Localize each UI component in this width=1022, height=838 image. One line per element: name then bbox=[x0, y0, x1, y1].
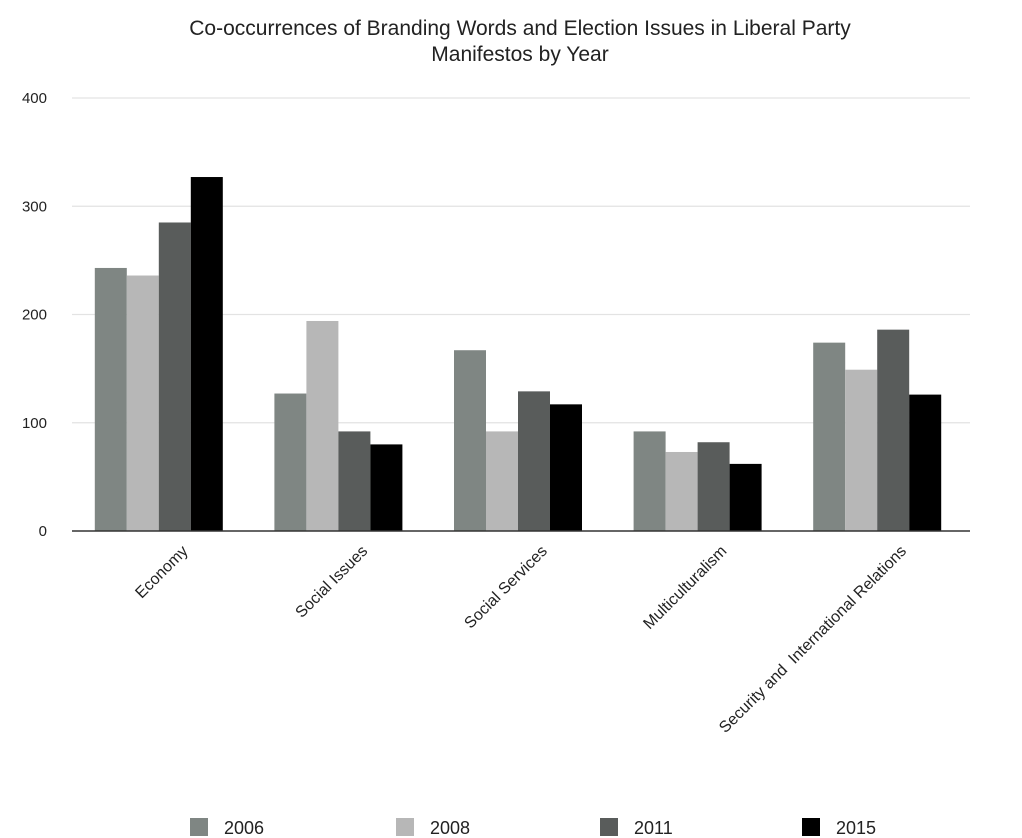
bar-2008-2 bbox=[486, 431, 518, 531]
bar-2006-2 bbox=[454, 350, 486, 531]
bar-2006-1 bbox=[274, 393, 307, 531]
bar-2011-3 bbox=[697, 442, 730, 531]
legend-swatch-2008 bbox=[396, 818, 414, 836]
chart-title-line-2: Manifestos by Year bbox=[431, 43, 609, 66]
y-tick-label: 200 bbox=[22, 307, 47, 324]
bar-2015-3 bbox=[729, 463, 762, 531]
bar-2015-2 bbox=[550, 404, 582, 531]
bar-2011-1 bbox=[338, 431, 371, 531]
x-category-label: Social Services bbox=[461, 543, 550, 632]
bar-2006-4 bbox=[813, 342, 846, 531]
y-tick-label: 300 bbox=[22, 198, 47, 215]
legend-swatch-2011 bbox=[600, 818, 618, 836]
legend-label-2008: 2008 bbox=[430, 818, 470, 838]
bar-2006-3 bbox=[633, 431, 666, 531]
bar-2011-2 bbox=[518, 391, 550, 531]
x-category-label: Security and International Relations bbox=[716, 543, 910, 737]
x-category-label: Multiculturalism bbox=[640, 543, 730, 633]
bar-2008-0 bbox=[126, 275, 159, 531]
bar-2008-4 bbox=[845, 369, 878, 531]
bars bbox=[94, 177, 942, 532]
bar-2015-1 bbox=[370, 444, 403, 531]
bar-2015-4 bbox=[909, 394, 942, 531]
legend-swatch-2006 bbox=[190, 818, 208, 836]
chart-title-line-1: Co-occurrences of Branding Words and Ele… bbox=[189, 17, 851, 40]
legend-label-2015: 2015 bbox=[836, 818, 876, 838]
legend-label-2011: 2011 bbox=[634, 818, 673, 838]
bar-2011-4 bbox=[877, 329, 910, 531]
legend-swatch-2015 bbox=[802, 818, 820, 836]
bar-2006-0 bbox=[94, 267, 127, 531]
legend: 2006 2008 2011 2015 bbox=[190, 818, 876, 838]
legend-label-2006: 2006 bbox=[224, 818, 264, 838]
bar-2015-0 bbox=[190, 177, 223, 531]
bar-2008-3 bbox=[665, 451, 698, 531]
y-tick-label: 100 bbox=[22, 415, 47, 432]
y-tick-label: 0 bbox=[39, 523, 47, 540]
y-tick-label: 400 bbox=[22, 90, 47, 107]
x-axis-categories: Economy Social Issues Social Services Multi… bbox=[132, 543, 910, 737]
x-category-label: Social Issues bbox=[293, 543, 372, 622]
bar-2008-1 bbox=[306, 320, 339, 531]
x-category-label: Economy bbox=[132, 543, 191, 602]
y-axis-ticks: 0 100 200 300 400 bbox=[22, 90, 47, 540]
bar-2011-0 bbox=[158, 222, 191, 532]
chart-title: Co-occurrences of Branding Words and Ele… bbox=[0, 16, 1022, 68]
